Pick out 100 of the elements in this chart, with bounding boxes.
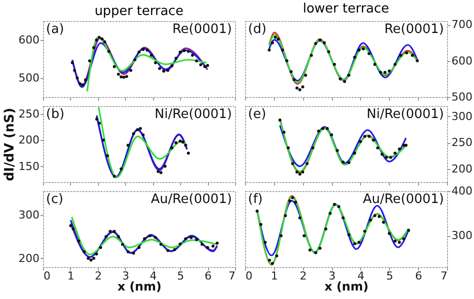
chart-title: lower terrace xyxy=(302,2,390,17)
point xyxy=(142,237,146,240)
annotation: Ni/Re(0001) xyxy=(366,107,444,122)
point xyxy=(332,62,336,66)
point xyxy=(174,141,178,144)
x-tick-label: 7 xyxy=(228,270,236,282)
point xyxy=(308,248,312,252)
point xyxy=(410,54,414,57)
x-tick-label: 3 xyxy=(328,270,336,282)
x-tick-label: 3 xyxy=(122,270,130,282)
chart-title: upper terrace xyxy=(94,4,184,19)
point xyxy=(286,146,290,150)
annotation: Re(0001) xyxy=(172,22,232,37)
point xyxy=(314,42,318,45)
point xyxy=(327,50,330,54)
x-tick-label: 5 xyxy=(177,270,184,282)
point xyxy=(353,56,356,59)
point xyxy=(342,160,345,164)
y2-tick-label: 200 xyxy=(452,162,472,176)
point xyxy=(132,132,136,136)
point xyxy=(108,230,112,233)
point xyxy=(216,242,219,245)
y-tick-label: 500 xyxy=(18,72,40,84)
point xyxy=(358,140,362,144)
point xyxy=(383,70,386,74)
point xyxy=(186,152,190,155)
point xyxy=(92,46,96,50)
point xyxy=(363,230,366,233)
point xyxy=(304,74,308,77)
point xyxy=(173,248,176,252)
point xyxy=(70,61,74,64)
point xyxy=(120,167,123,170)
point xyxy=(388,232,391,235)
point xyxy=(78,82,82,86)
point xyxy=(126,144,130,147)
point xyxy=(347,233,350,236)
y2-tick-label: 700 xyxy=(452,18,472,32)
point xyxy=(88,59,92,62)
point xyxy=(321,127,324,130)
annotation: (c) xyxy=(46,192,64,207)
point xyxy=(295,170,298,174)
point xyxy=(402,237,406,240)
y-tick-label: 600 xyxy=(18,34,40,46)
point xyxy=(270,41,274,44)
point xyxy=(138,50,140,54)
y2-tick-label: 600 xyxy=(452,54,472,68)
point xyxy=(298,172,302,176)
point xyxy=(268,258,272,262)
point xyxy=(154,236,157,239)
point xyxy=(178,50,182,54)
point xyxy=(281,48,284,52)
point xyxy=(268,48,271,52)
point xyxy=(291,162,294,166)
point xyxy=(138,246,140,249)
point xyxy=(112,230,116,233)
point xyxy=(388,69,391,72)
point xyxy=(318,38,322,42)
x-tick-label: 6 xyxy=(415,270,422,282)
y2-tick-label: 250 xyxy=(452,136,472,150)
y-tick-label: 200 xyxy=(18,134,40,147)
point xyxy=(382,220,386,224)
y-tick-label: 150 xyxy=(18,160,40,173)
x-tick-label: 4 xyxy=(357,270,364,282)
point xyxy=(336,149,339,152)
point xyxy=(103,40,106,44)
point xyxy=(132,252,136,255)
point xyxy=(73,68,76,72)
point xyxy=(98,36,101,39)
point xyxy=(112,65,116,68)
point xyxy=(86,256,90,260)
point xyxy=(92,256,96,260)
point xyxy=(259,223,262,226)
point xyxy=(326,127,329,130)
point xyxy=(301,85,304,88)
point xyxy=(158,67,162,70)
x-tick-label: 1 xyxy=(270,270,278,282)
point xyxy=(416,59,419,62)
point xyxy=(76,76,79,80)
point xyxy=(107,50,110,53)
x-tick-label: 5 xyxy=(386,270,394,282)
point xyxy=(328,212,332,215)
point xyxy=(274,36,277,39)
point xyxy=(347,74,350,77)
point xyxy=(278,118,282,122)
point xyxy=(301,170,304,174)
point xyxy=(200,242,204,246)
point xyxy=(275,254,278,258)
point xyxy=(357,240,360,244)
y-axis-title: dI/dV (nS) xyxy=(2,108,18,182)
point xyxy=(372,138,375,142)
x-tick-label: 0 xyxy=(246,270,252,282)
x-tick-label: 1 xyxy=(67,270,74,282)
x-tick-label: 7 xyxy=(440,270,448,282)
point xyxy=(104,235,108,238)
point xyxy=(284,214,287,218)
point xyxy=(332,202,336,206)
point xyxy=(199,63,202,66)
point xyxy=(353,152,356,155)
point xyxy=(324,228,328,230)
point xyxy=(343,80,346,83)
